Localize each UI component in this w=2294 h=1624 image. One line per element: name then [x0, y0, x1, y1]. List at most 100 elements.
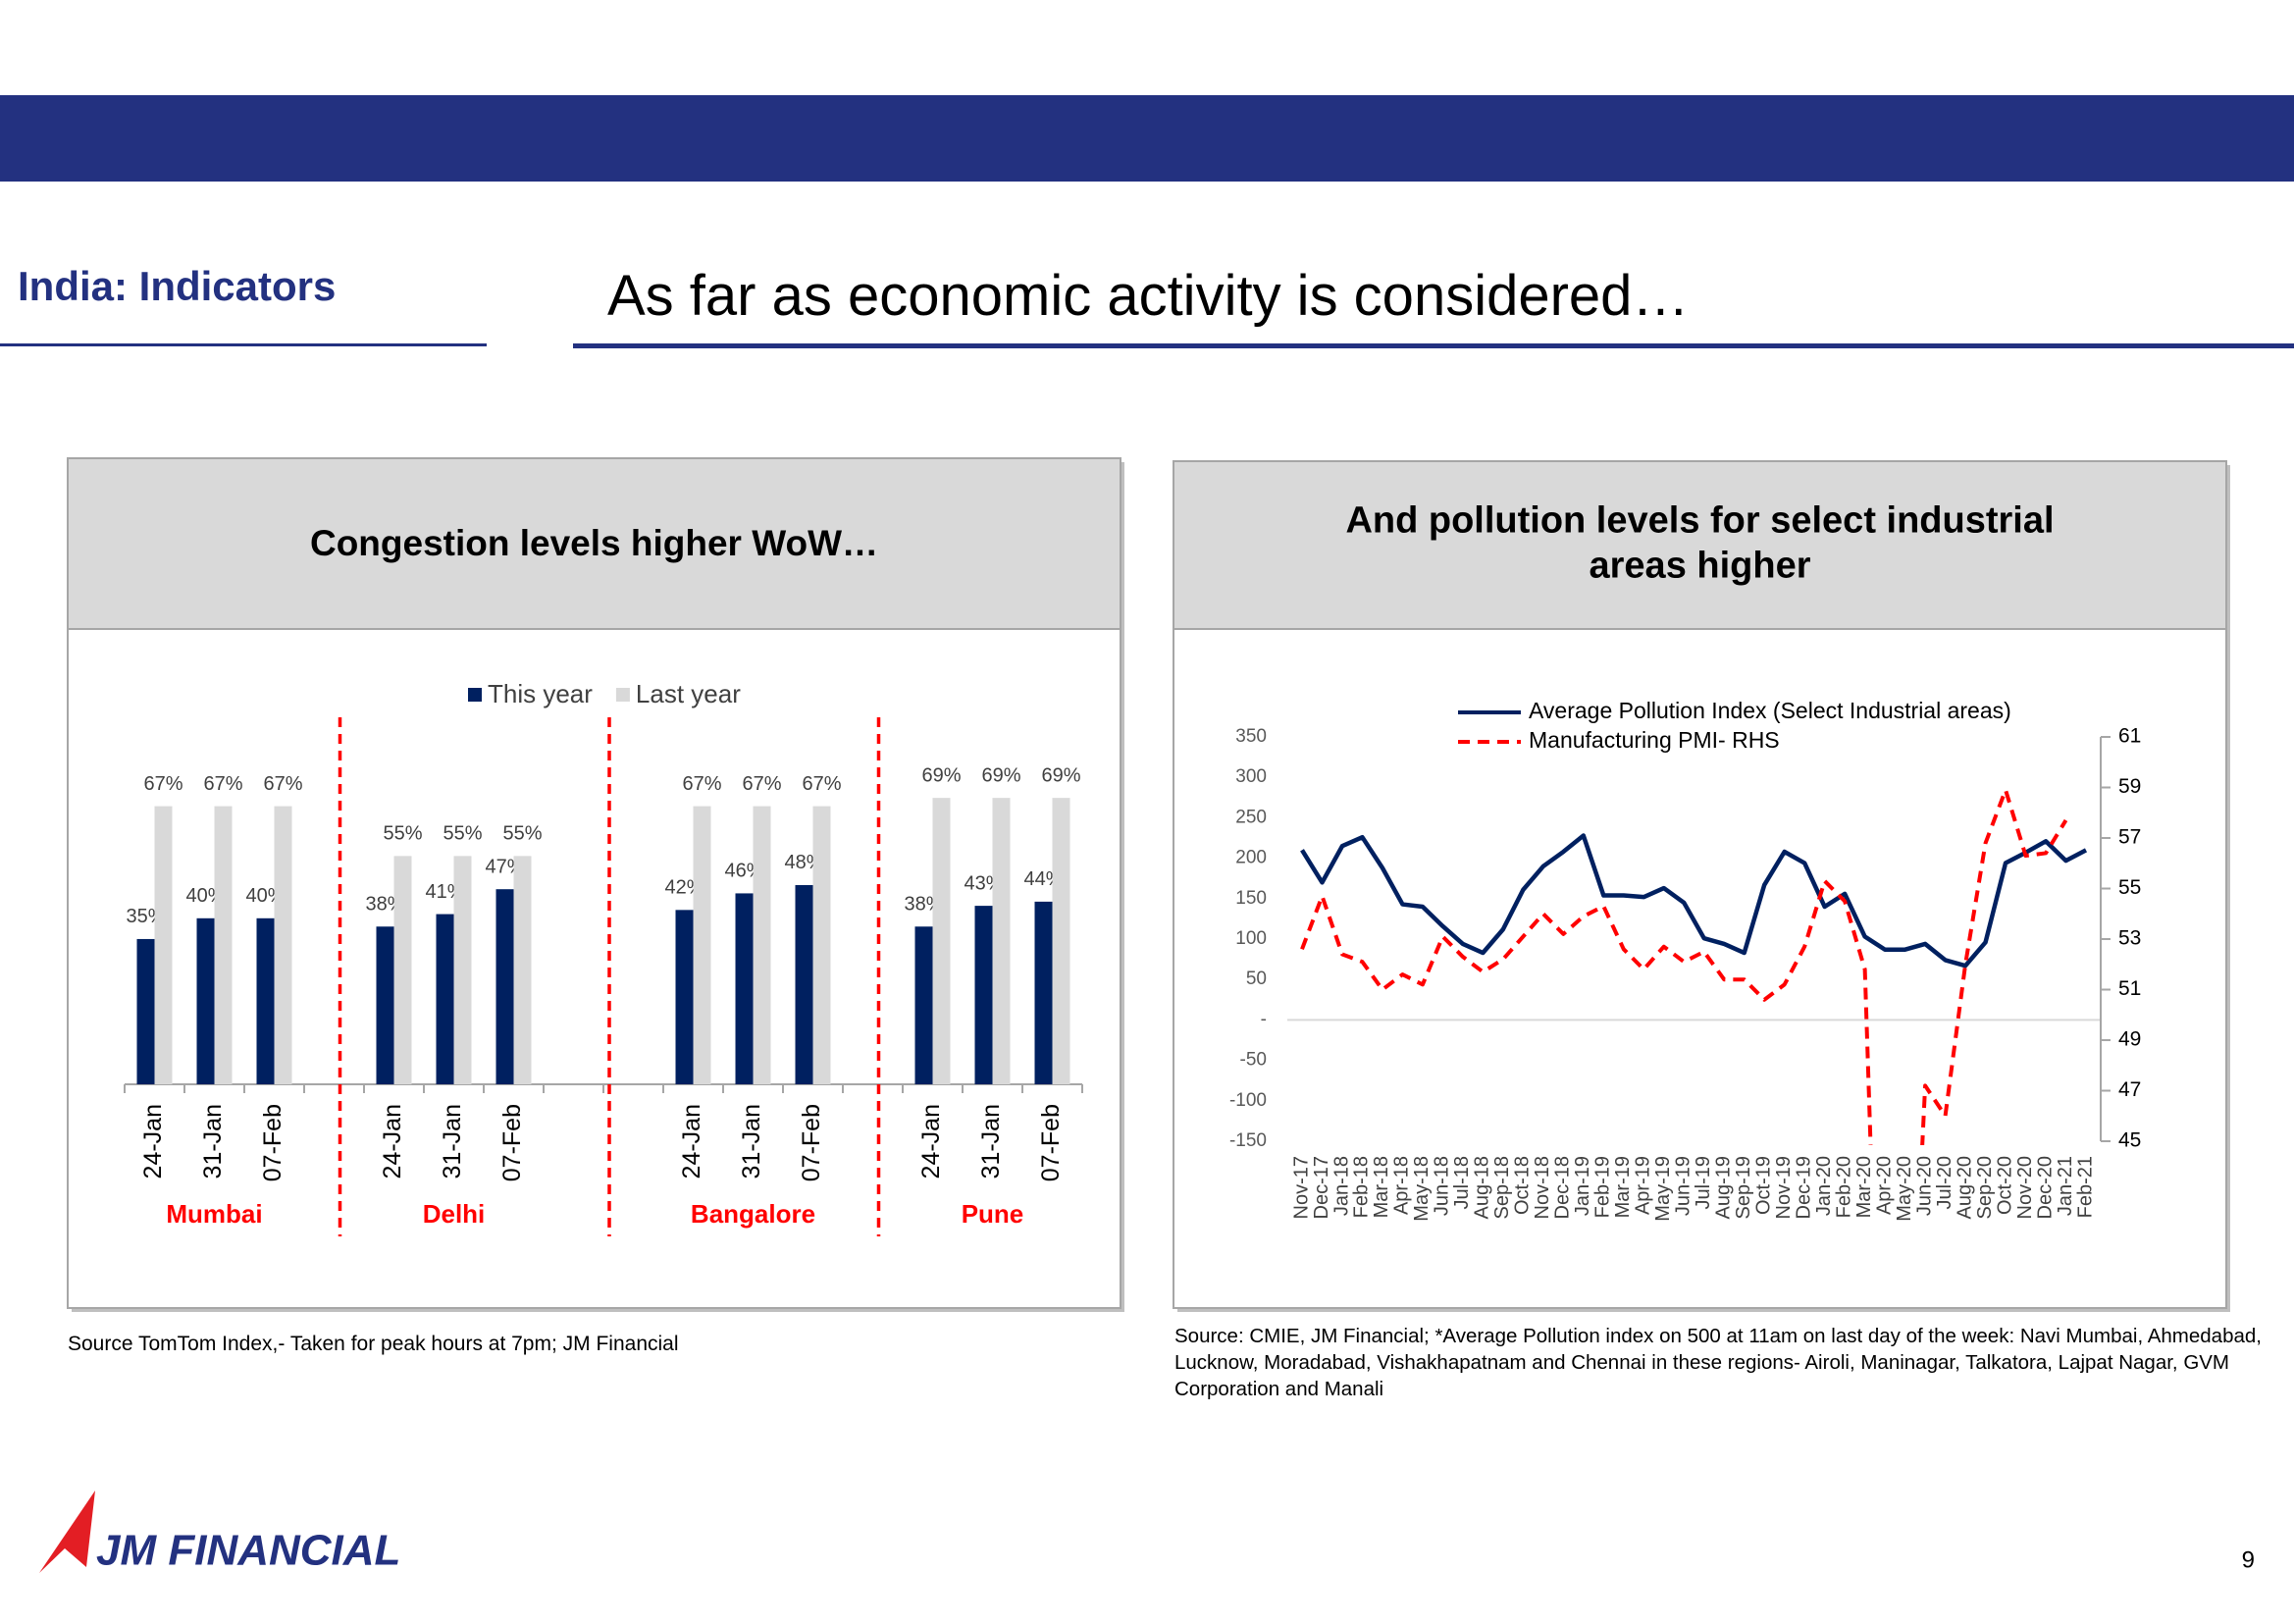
x-tick-label: 24-Jan: [678, 1104, 705, 1179]
y2-tick-label: 45: [2118, 1129, 2141, 1152]
x-tick-label: Aug-18: [1472, 1156, 1493, 1220]
x-tick-label: Dec-17: [1311, 1156, 1332, 1219]
bar: [992, 798, 1011, 1084]
x-tick-label: 31-Jan: [977, 1104, 1005, 1179]
bar: [376, 926, 394, 1084]
x-tick-label: Mar-20: [1853, 1156, 1875, 1218]
headline: As far as economic activity is considere…: [607, 264, 1690, 328]
bar: [196, 917, 215, 1084]
bar: [693, 806, 711, 1084]
data-label: 67%: [802, 773, 841, 795]
x-tick-label: Sep-20: [1974, 1156, 1996, 1220]
x-tick-label: Oct-18: [1512, 1156, 1534, 1215]
bar: [753, 806, 771, 1084]
x-tick-label: Nov-20: [2014, 1156, 2036, 1219]
x-tick-label: 07-Feb: [798, 1104, 825, 1181]
x-tick-label: Apr-18: [1391, 1156, 1413, 1215]
y2-tick-label: 55: [2118, 876, 2141, 899]
x-tick-label: 07-Feb: [498, 1104, 526, 1181]
bar: [393, 856, 412, 1084]
x-tick-label: Apr-19: [1633, 1156, 1654, 1215]
x-tick-label: 31-Jan: [738, 1104, 765, 1179]
y-tick-label: 200: [1235, 848, 1267, 868]
x-tick-label: May-20: [1894, 1156, 1915, 1222]
y-tick-label: -50: [1240, 1050, 1267, 1071]
y-tick-label: 250: [1235, 807, 1267, 827]
x-tick-label: Jun-18: [1432, 1156, 1453, 1216]
group-label: Mumbai: [166, 1199, 262, 1229]
logo-text: JM FINANCIAL: [96, 1527, 400, 1575]
x-tick-label: Nov-19: [1773, 1156, 1795, 1219]
legend-label: Average Pollution Index (Select Industri…: [1529, 698, 2011, 723]
panel-header: [1173, 460, 2227, 630]
data-label: 55%: [383, 823, 422, 845]
x-tick-label: Sep-19: [1733, 1156, 1754, 1220]
y-tick-label: 300: [1235, 766, 1267, 787]
data-label: 69%: [921, 764, 961, 786]
legend-label: Manufacturing PMI- RHS: [1529, 727, 1780, 753]
y-tick-label: 350: [1235, 726, 1267, 747]
bar: [495, 889, 514, 1084]
bar: [256, 917, 275, 1084]
data-label: 67%: [742, 773, 781, 795]
headline-underline: [573, 343, 2294, 348]
x-tick-label: Jun-19: [1673, 1156, 1694, 1216]
legend-label: Last year: [636, 679, 741, 708]
bar: [1052, 798, 1070, 1084]
logo-mark: [39, 1491, 95, 1573]
bar: [974, 906, 993, 1084]
legend-swatch: [615, 688, 630, 702]
chart-title: areas higher: [1590, 546, 1811, 587]
top-band: [0, 95, 2294, 182]
source-note: Source: CMIE, JM Financial; *Average Pol…: [1174, 1325, 2262, 1400]
x-tick-label: Oct-20: [1994, 1156, 2015, 1215]
data-label: 67%: [203, 773, 242, 795]
y-tick-label: 150: [1235, 888, 1267, 909]
x-tick-label: 07-Feb: [1037, 1104, 1065, 1181]
x-tick-label: 31-Jan: [439, 1104, 466, 1179]
y2-tick-label: 59: [2118, 775, 2141, 798]
bar: [675, 910, 694, 1084]
group-label: Delhi: [423, 1199, 486, 1229]
data-label: 69%: [1041, 764, 1080, 786]
x-tick-label: 07-Feb: [259, 1104, 287, 1181]
bar: [136, 938, 155, 1084]
x-tick-label: Jul-19: [1693, 1156, 1714, 1209]
x-tick-label: Feb-20: [1833, 1156, 1854, 1218]
x-tick-label: Feb-21: [2074, 1156, 2096, 1218]
section-underline: [0, 343, 487, 346]
x-tick-label: Oct-19: [1752, 1156, 1774, 1215]
bar: [932, 798, 951, 1084]
y2-tick-label: 61: [2118, 725, 2141, 748]
page-number: 9: [2242, 1546, 2255, 1573]
legend-swatch: [468, 688, 482, 702]
x-tick-label: Jan-18: [1330, 1156, 1352, 1216]
chart-title: Congestion levels higher WoW…: [310, 523, 878, 563]
x-tick-label: May-19: [1652, 1156, 1674, 1222]
data-label: 67%: [682, 773, 721, 795]
x-tick-label: Sep-18: [1491, 1156, 1513, 1220]
bar: [436, 914, 454, 1084]
data-label: 55%: [502, 823, 542, 845]
x-tick-label: Dec-19: [1793, 1156, 1814, 1219]
x-tick-label: Jan-19: [1572, 1156, 1593, 1216]
panel-header: [67, 457, 1121, 630]
series-line: [1300, 833, 2088, 969]
x-tick-label: Feb-19: [1592, 1156, 1614, 1218]
bar: [513, 856, 532, 1084]
data-label: 55%: [443, 823, 482, 845]
data-label: 67%: [263, 773, 302, 795]
x-tick-label: 24-Jan: [139, 1104, 167, 1179]
source-note: Source TomTom Index,- Taken for peak hou…: [68, 1333, 679, 1355]
x-tick-label: 31-Jan: [199, 1104, 227, 1179]
y-tick-label: 100: [1235, 928, 1267, 949]
y-tick-label: 50: [1246, 969, 1267, 989]
y2-tick-label: 49: [2118, 1028, 2141, 1051]
bar: [214, 806, 233, 1084]
y-tick-label: -150: [1229, 1130, 1267, 1151]
group-label: Pune: [962, 1199, 1024, 1229]
x-tick-label: Jan-20: [1813, 1156, 1835, 1216]
x-tick-label: Jan-21: [2055, 1156, 2076, 1216]
x-tick-label: Jul-18: [1451, 1156, 1473, 1209]
